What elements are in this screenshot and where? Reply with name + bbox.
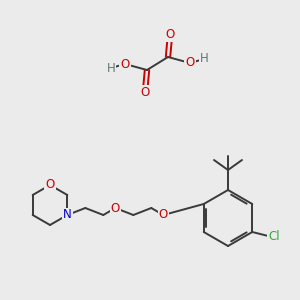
Text: O: O — [111, 202, 120, 214]
Text: O: O — [159, 208, 168, 221]
Text: N: N — [63, 208, 72, 221]
Text: O: O — [165, 28, 175, 41]
Text: H: H — [200, 52, 208, 65]
Text: O: O — [140, 85, 150, 98]
Text: O: O — [120, 58, 130, 70]
Text: O: O — [185, 56, 195, 70]
Text: O: O — [45, 178, 55, 191]
Text: Cl: Cl — [268, 230, 280, 244]
Text: H: H — [106, 61, 116, 74]
